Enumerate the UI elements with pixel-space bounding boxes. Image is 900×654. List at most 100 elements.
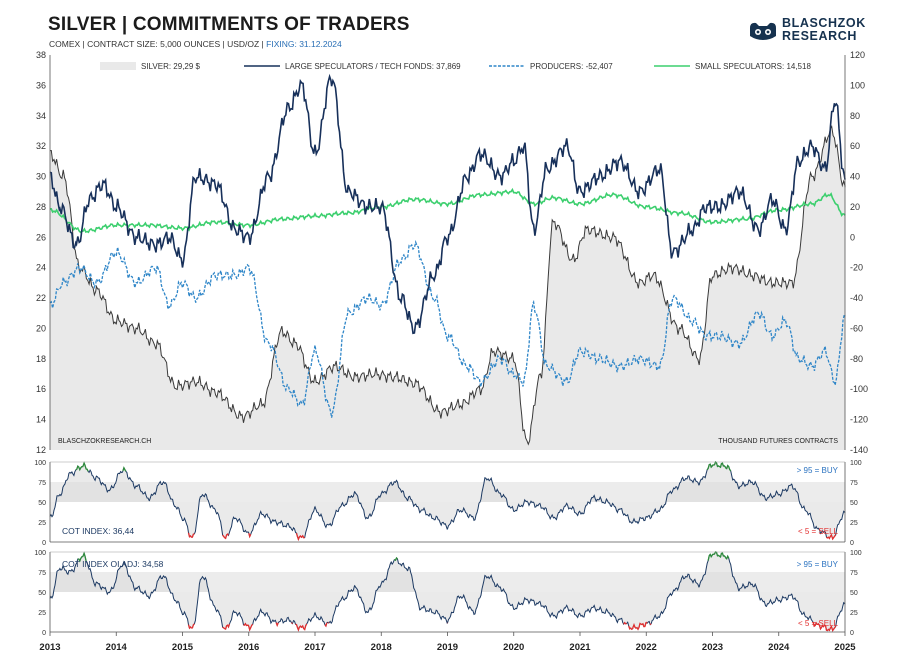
panel-y-tick-right: 0 [850, 630, 854, 637]
panel-y-tick-left: 25 [38, 610, 46, 617]
sell-zone-segment [187, 532, 195, 538]
legend-entry: SMALL SPECULATORS: 14,518 [695, 62, 811, 71]
sell-zone-segment [248, 533, 252, 539]
sell-zone-segment [628, 621, 648, 631]
logo-wordmark: BLASCHZOK RESEARCH [782, 16, 866, 43]
buy-zone-segment [75, 461, 89, 472]
y-left-tick-label: 36 [36, 80, 46, 90]
y-left-tick-label: 16 [36, 384, 46, 394]
x-tick-label: 2021 [569, 642, 591, 653]
panel-y-tick-left: 75 [38, 480, 46, 487]
x-tick-label: 2022 [636, 642, 657, 653]
panel-y-tick-left: 0 [42, 630, 46, 637]
x-tick-label: 2015 [172, 642, 194, 653]
panel-y-tick-right: 100 [850, 460, 862, 467]
sell-zone-segment [275, 622, 279, 628]
y-left-tick-label: 28 [36, 202, 46, 212]
sell-zone-segment [649, 623, 652, 626]
x-tick-label: 2017 [304, 642, 325, 653]
buy-zone-segment [393, 556, 398, 562]
y-left-tick-label: 12 [36, 445, 46, 455]
sell-zone-segment [324, 622, 328, 628]
legend-entry: PRODUCERS: -52,407 [530, 62, 613, 71]
panel-y-tick-left: 50 [38, 590, 46, 597]
cot-index-value: COT INDEX OI ADJ: 34,58 [62, 559, 164, 569]
y-left-tick-label: 30 [36, 172, 46, 182]
y-right-tick-label: 0 [850, 232, 855, 242]
y-right-tick-label: 80 [850, 111, 860, 121]
sell-zone-segment [295, 623, 308, 632]
sell-zone-segment [222, 533, 230, 540]
y-left-tick-label: 32 [36, 141, 46, 151]
y-left-tick-label: 22 [36, 293, 46, 303]
legend-entry: LARGE SPECULATORS / TECH FONDS: 37,869 [285, 62, 461, 71]
units-label: THOUSAND FUTURES CONTRACTS [718, 438, 838, 445]
contract-info: COMEX | CONTRACT SIZE: 5,000 OUNCES | US… [49, 39, 264, 49]
y-right-tick-label: 100 [850, 80, 865, 90]
cot-index-value: COT INDEX: 36,44 [62, 526, 134, 536]
panel-y-tick-right: 75 [850, 570, 858, 577]
sell-zone-segment [623, 621, 627, 625]
y-right-tick-label: -100 [850, 384, 868, 394]
panel-y-tick-right: 75 [850, 480, 858, 487]
panel-y-tick-left: 100 [34, 550, 46, 557]
y-left-tick-label: 20 [36, 323, 46, 333]
y-right-tick-label: -40 [850, 293, 863, 303]
neutral-band [50, 482, 845, 502]
y-right-tick-label: -140 [850, 445, 868, 455]
y-right-tick-label: 60 [850, 141, 860, 151]
y-right-tick-label: 20 [850, 202, 860, 212]
sell-threshold-label: < 5 = SELL [798, 619, 839, 628]
main-panel [49, 73, 846, 451]
watermark-label: BLASCHZOKRESEARCH.CH [58, 438, 151, 445]
x-tick-label: 2014 [106, 642, 128, 653]
sell-zone-segment [222, 623, 231, 631]
buy-zone-segment [77, 551, 87, 563]
sell-zone-segment [243, 622, 254, 632]
silver-price-area [50, 126, 845, 451]
panel-y-tick-right: 25 [850, 610, 858, 617]
y-left-tick-label: 38 [36, 50, 46, 60]
small-speculators-line [49, 187, 846, 234]
panel-y-tick-right: 50 [850, 590, 858, 597]
y-left-tick-label: 34 [36, 111, 46, 121]
sell-zone-segment [291, 622, 293, 625]
chart-subtitle: COMEX | CONTRACT SIZE: 5,000 OUNCES | US… [49, 39, 342, 49]
buy-threshold-label: > 95 = BUY [797, 560, 839, 569]
y-left-tick-label: 18 [36, 354, 46, 364]
silver-price-line [49, 125, 846, 446]
y-right-tick-label: -60 [850, 323, 863, 333]
buy-zone-segment [122, 466, 127, 472]
cot-index-oi-adj-panel: 0 0 25 25 50 50 75 75 100 100 COT INDEX OI ADJ: 34… [34, 550, 861, 637]
x-tick-label: 2024 [768, 642, 790, 653]
panel-y-tick-left: 0 [42, 540, 46, 547]
y-right-tick-label: -80 [850, 354, 863, 364]
y-right-tick-label: 40 [850, 172, 860, 182]
bull-bear-logo-icon [750, 22, 776, 40]
sell-zone-segment [826, 533, 837, 541]
x-tick-label: 2016 [238, 642, 259, 653]
cot-index-panel: 0 0 25 25 50 50 75 75 100 100 COT INDEX: 36,44 > 95… [34, 460, 861, 547]
x-tick-label: 2025 [834, 642, 856, 653]
y-left-tick-label: 26 [36, 232, 46, 242]
panel-y-tick-right: 100 [850, 550, 862, 557]
x-tick-label: 2013 [39, 642, 60, 653]
fixing-date: FIXING: 31.12.2024 [266, 39, 342, 49]
y-right-tick-label: -20 [850, 263, 863, 273]
x-tick-label: 2018 [371, 642, 392, 653]
sell-zone-segment [812, 621, 837, 632]
buy-threshold-label: > 95 = BUY [797, 466, 839, 475]
chart-title: SILVER | COMMITMENTS OF TRADERS [48, 14, 410, 35]
y-right-tick-label: 120 [850, 50, 865, 60]
neutral-band [50, 572, 845, 592]
sell-threshold-label: < 5 = SELL [798, 527, 839, 536]
legend-entry: SILVER: 29,29 $ [141, 62, 201, 71]
x-tick-label: 2019 [437, 642, 458, 653]
panel-y-tick-left: 100 [34, 460, 46, 467]
panel-y-tick-right: 50 [850, 500, 858, 507]
large-speculators-line [49, 73, 846, 335]
y-right-tick-label: -120 [850, 415, 868, 425]
panel-y-tick-right: 0 [850, 540, 854, 547]
